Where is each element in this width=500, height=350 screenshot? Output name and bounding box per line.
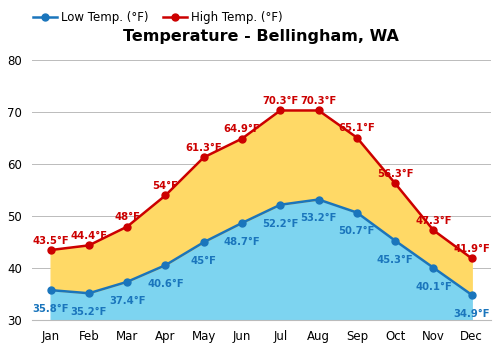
High Temp. (°F) [162,193,168,197]
Low Temp. (°F) [430,266,436,270]
Text: 64.9°F: 64.9°F [224,125,260,134]
Low Temp. (°F) [354,210,360,215]
Text: 48.7°F: 48.7°F [224,237,260,247]
Text: 37.4°F: 37.4°F [109,296,146,306]
Text: 70.3°F: 70.3°F [262,96,298,106]
Line: Low Temp. (°F): Low Temp. (°F) [47,196,475,298]
Low Temp. (°F) [316,197,322,202]
Low Temp. (°F) [86,291,92,295]
Text: 35.2°F: 35.2°F [71,307,107,317]
High Temp. (°F) [316,108,322,113]
Title: Temperature - Bellingham, WA: Temperature - Bellingham, WA [123,29,399,44]
Text: 48°F: 48°F [114,212,140,223]
Low Temp. (°F) [239,221,245,225]
Low Temp. (°F) [162,263,168,267]
Text: 52.2°F: 52.2°F [262,219,298,229]
Low Temp. (°F) [124,280,130,284]
Text: 61.3°F: 61.3°F [186,143,222,153]
Text: 65.1°F: 65.1°F [338,124,375,133]
Legend: Low Temp. (°F), High Temp. (°F): Low Temp. (°F), High Temp. (°F) [28,7,287,29]
Text: 54°F: 54°F [152,181,178,191]
Text: 45°F: 45°F [191,256,216,266]
Low Temp. (°F) [278,203,283,207]
High Temp. (°F) [392,181,398,186]
High Temp. (°F) [354,135,360,140]
Text: 50.7°F: 50.7°F [338,226,375,237]
High Temp. (°F) [86,243,92,247]
Text: 44.4°F: 44.4°F [70,231,108,241]
Text: 40.1°F: 40.1°F [415,282,452,292]
Low Temp. (°F) [201,240,207,244]
Text: 45.3°F: 45.3°F [377,254,414,265]
Text: 41.9°F: 41.9°F [454,244,490,254]
Low Temp. (°F) [392,239,398,243]
Text: 40.6°F: 40.6°F [147,279,184,289]
High Temp. (°F) [278,108,283,113]
High Temp. (°F) [430,228,436,232]
Text: 35.8°F: 35.8°F [32,304,69,314]
High Temp. (°F) [239,136,245,141]
Text: 53.2°F: 53.2°F [300,214,337,223]
Text: 70.3°F: 70.3°F [300,96,336,106]
High Temp. (°F) [201,155,207,160]
Low Temp. (°F) [48,288,54,292]
Text: 34.9°F: 34.9°F [454,309,490,319]
High Temp. (°F) [124,224,130,229]
High Temp. (°F) [468,256,474,260]
Low Temp. (°F) [468,293,474,297]
Text: 56.3°F: 56.3°F [377,169,414,179]
Text: 43.5°F: 43.5°F [32,236,69,246]
Line: High Temp. (°F): High Temp. (°F) [47,107,475,262]
Text: 47.3°F: 47.3°F [415,216,452,226]
High Temp. (°F) [48,248,54,252]
